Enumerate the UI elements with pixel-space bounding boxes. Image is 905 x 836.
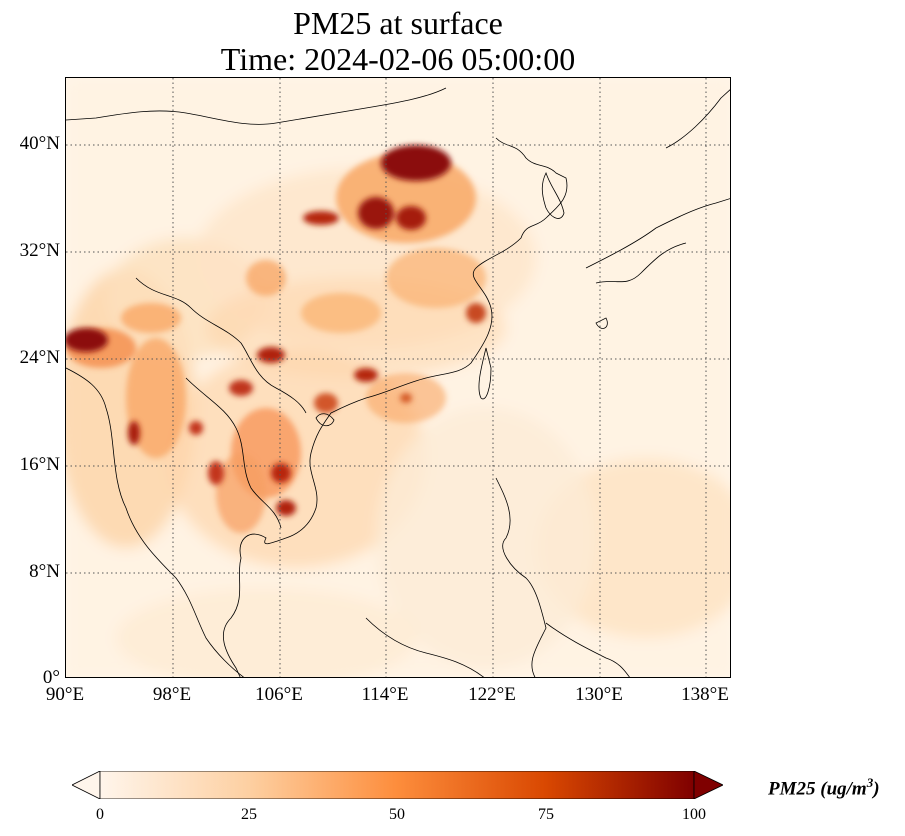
map-frame bbox=[65, 77, 731, 678]
pm25-map bbox=[66, 78, 730, 677]
x-tick-label: 106°E bbox=[255, 684, 303, 705]
y-tick-label: 24°N bbox=[19, 347, 60, 368]
colorbar-tick: 0 bbox=[96, 806, 104, 823]
y-tick-label: 40°N bbox=[19, 133, 60, 154]
colorbar-extend-max bbox=[693, 771, 723, 799]
colorbar-tick: 100 bbox=[682, 806, 706, 823]
colorbar-label: PM25 (ug/m3) bbox=[768, 775, 880, 800]
x-tick-label: 114°E bbox=[361, 684, 409, 705]
pm25-field-high bbox=[66, 145, 486, 516]
colorbar-tick: 75 bbox=[538, 806, 554, 823]
colorbar-gradient bbox=[99, 771, 695, 799]
x-tick-label: 122°E bbox=[468, 684, 516, 705]
colorbar bbox=[72, 771, 723, 799]
x-tick-label: 90°E bbox=[45, 684, 85, 705]
y-tick-label: 8°N bbox=[29, 561, 60, 582]
gridlines bbox=[66, 78, 730, 677]
y-tick-label: 32°N bbox=[19, 240, 60, 261]
colorbar-tick: 25 bbox=[241, 806, 257, 823]
x-tick-label: 138°E bbox=[681, 684, 729, 705]
y-tick-label: 0° bbox=[42, 667, 60, 688]
colorbar-tick: 50 bbox=[389, 806, 405, 823]
x-tick-label: 130°E bbox=[575, 684, 623, 705]
coastlines bbox=[66, 87, 730, 677]
y-tick-labels: 40°N 32°N 24°N 16°N 8°N 0° bbox=[0, 0, 60, 836]
map-subtitle: Time: 2024-02-06 05:00:00 bbox=[220, 41, 576, 77]
map-title: PM25 at surface bbox=[293, 5, 503, 41]
x-tick-label: 98°E bbox=[152, 684, 192, 705]
y-tick-label: 16°N bbox=[19, 454, 60, 475]
colorbar-extend-min bbox=[72, 771, 101, 799]
